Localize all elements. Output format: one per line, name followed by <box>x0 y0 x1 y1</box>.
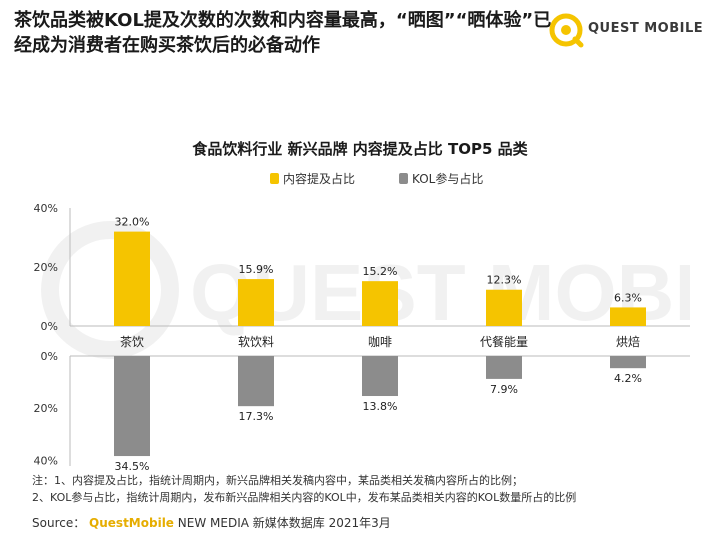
data-label-content-share: 15.2% <box>363 265 398 278</box>
bar-kol-share <box>610 356 646 369</box>
data-label-content-share: 32.0% <box>115 216 150 229</box>
legend-label-content-share: 内容提及占比 <box>283 172 356 186</box>
bar-content-share <box>362 281 398 326</box>
bar-kol-share <box>362 356 398 397</box>
data-label-kol-share: 17.3% <box>239 410 274 423</box>
quest-mobile-logo-icon <box>549 13 584 48</box>
category-label: 茶饮 <box>120 334 144 349</box>
brand-logo: QUEST MOBILE <box>548 8 716 52</box>
category-label: 软饮料 <box>238 335 274 349</box>
legend-item-kol-share: KOL参与占比 <box>399 170 483 187</box>
data-label-kol-share: 7.9% <box>490 383 518 396</box>
source-brand: QuestMobile <box>89 516 174 530</box>
data-label-content-share: 12.3% <box>487 274 522 287</box>
data-label-kol-share: 13.8% <box>363 400 398 413</box>
category-label: 咖啡 <box>368 334 392 349</box>
headline: 茶饮品类被KOL提及次数的次数和内容量最高，“晒图”“晒体验”已经成为消费者在购… <box>14 10 552 56</box>
data-label-kol-share: 34.5% <box>115 460 150 470</box>
data-label-content-share: 15.9% <box>239 263 274 276</box>
lower-tick-label: 0% <box>41 350 58 363</box>
chart-legend: 内容提及占比 KOL参与占比 <box>270 170 483 187</box>
bar-kol-share <box>114 356 150 457</box>
lower-tick-label: 20% <box>34 402 58 415</box>
source-label: Source： <box>32 516 86 530</box>
data-label-kol-share: 4.2% <box>614 372 642 385</box>
brand-name: QUEST MOBILE <box>588 21 704 36</box>
bar-content-share <box>486 289 522 326</box>
source-rest: NEW MEDIA 新媒体数据库 2021年3月 <box>177 516 391 530</box>
source-line: Source： QuestMobile NEW MEDIA 新媒体数据库 202… <box>32 514 391 531</box>
upper-tick-label: 40% <box>34 202 58 215</box>
category-label: 烘焙 <box>616 334 640 349</box>
legend-swatch-gray <box>399 173 409 184</box>
footnote-2: 2、KOL参与占比，指统计周期内，发布新兴品牌相关内容的KOL中，发布某品类相关… <box>32 491 577 504</box>
bar-content-share <box>114 231 150 326</box>
watermark-ring <box>41 221 179 359</box>
upper-tick-label: 0% <box>41 320 58 333</box>
bar-content-share <box>238 279 274 326</box>
bar-content-share <box>610 307 646 326</box>
legend-item-content-share: 内容提及占比 <box>270 170 355 187</box>
footnote-1: 注：1、内容提及占比，指统计周期内，新兴品牌相关发稿内容中，某品类相关发稿内容所… <box>32 474 523 487</box>
chart-title: 食品饮料行业 新兴品牌 内容提及占比 TOP5 品类 <box>192 140 528 158</box>
bar-kol-share <box>238 356 274 407</box>
bar-kol-share <box>486 356 522 379</box>
upper-tick-label: 20% <box>34 261 58 274</box>
mirrored-bar-chart: 40% 20% 0% 0% 20% 40% 茶饮 32.0% 34.5% 软饮料 15.9% 17.3… <box>34 202 690 470</box>
lower-tick-label: 40% <box>34 454 58 467</box>
category-label: 代餐能量 <box>480 334 528 349</box>
legend-swatch-yellow <box>270 173 279 184</box>
legend-label-kol-share: KOL参与占比 <box>412 172 484 186</box>
data-label-content-share: 6.3% <box>614 291 642 304</box>
